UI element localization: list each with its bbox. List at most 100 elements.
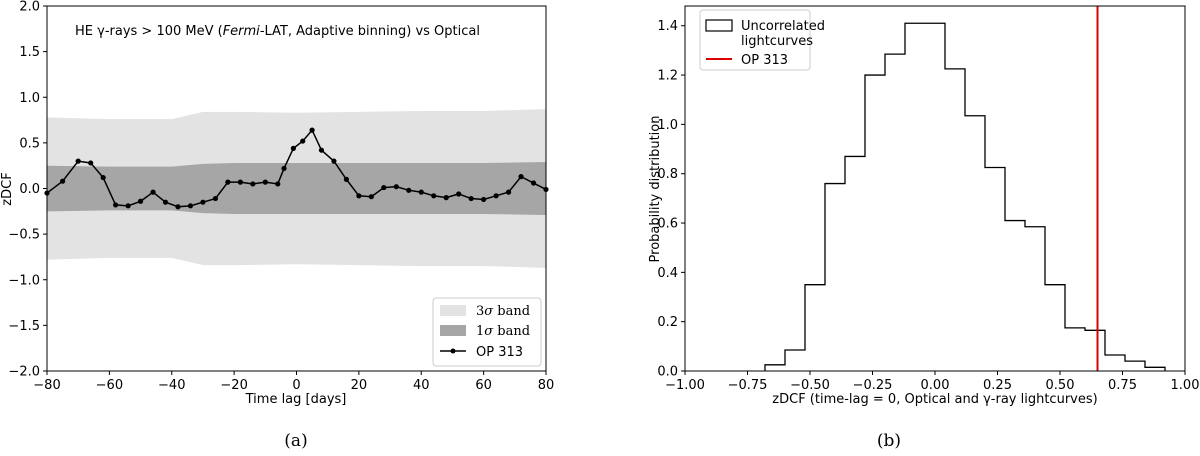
legend-label-3sigma: 3σ band — [476, 304, 530, 319]
panel-b: −1.00 −0.75 −0.50 −0.25 0.00 0.25 0.50 0.75 1.00… — [648, 5, 1199, 451]
x-tick-label: −80 — [33, 378, 60, 393]
legend-1sigma-text: band — [493, 324, 530, 339]
panel-a-xlabel: Time lag [days] — [245, 392, 347, 407]
data-point — [59, 178, 66, 184]
x-tick-label: −0.25 — [853, 378, 893, 393]
x-tick-label: 60 — [475, 378, 492, 393]
legend-label-1sigma: 1σ band — [476, 324, 530, 339]
x-tick-label: −1.00 — [665, 378, 705, 393]
y-tick-label: 0.5 — [19, 136, 40, 151]
x-tick-label: −0.75 — [728, 378, 768, 393]
data-point — [468, 195, 474, 202]
y-tick-label: −1.0 — [8, 273, 40, 288]
x-tick-label: 0.00 — [921, 378, 950, 393]
panel-b-legend: Uncorrelated lightcurves OP 313 — [699, 9, 825, 71]
x-tick-label: −20 — [220, 378, 247, 393]
data-point — [290, 145, 296, 151]
x-tick-label: −0.50 — [790, 378, 830, 393]
legend-3sigma-num: 3 — [476, 304, 484, 319]
panel-b-caption: (b) — [877, 431, 901, 451]
x-tick-label: 80 — [538, 378, 555, 393]
data-point — [200, 199, 206, 205]
panel-a-x-ticks: −80 −60 −40 −20 0 20 40 60 80 — [33, 371, 554, 393]
panel-a: −80 −60 −40 −20 0 20 40 60 80 −2.0 −1.5 −1.0 −0.5 0.… — [0, 0, 554, 451]
x-tick-label: −60 — [96, 378, 123, 393]
legend-label-uncorrelated-1: Uncorrelated — [741, 19, 825, 34]
legend-label-uncorrelated-2: lightcurves — [741, 34, 813, 49]
data-point — [262, 179, 268, 185]
panel-b-x-ticks: −1.00 −0.75 −0.50 −0.25 0.00 0.25 0.50 0.75 1.00 — [665, 371, 1199, 393]
y-tick-label: 1.4 — [657, 19, 678, 34]
panel-b-xlabel: zDCF (time-lag = 0, Optical and γ-ray li… — [772, 392, 1097, 407]
data-point — [381, 184, 387, 191]
data-point — [418, 189, 424, 195]
data-point — [493, 193, 499, 199]
data-point — [431, 193, 437, 199]
x-tick-label: 0 — [292, 378, 300, 393]
data-point — [368, 194, 374, 200]
legend-3sigma-sym: σ — [484, 304, 494, 319]
band-1sigma — [47, 162, 546, 215]
legend-swatch-3sigma — [440, 305, 466, 316]
series-op313 — [44, 127, 549, 210]
x-tick-label: −40 — [158, 378, 185, 393]
panel-b-ylabel: Probability distribution — [648, 116, 663, 263]
y-tick-label: 0.4 — [657, 266, 678, 281]
legend-swatch-uncorrelated — [705, 19, 733, 32]
data-point — [100, 174, 106, 181]
data-point — [343, 176, 349, 182]
y-tick-label: 1.2 — [657, 69, 678, 84]
y-tick-label: −2.0 — [8, 365, 40, 380]
data-point — [250, 181, 256, 187]
legend-3sigma-text: band — [493, 304, 530, 319]
data-point — [212, 195, 219, 202]
data-point — [309, 127, 315, 133]
y-tick-label: 2.0 — [19, 0, 40, 15]
data-point — [443, 195, 449, 201]
histogram-uncorrelated — [764, 22, 1166, 371]
legend-label-op313: OP 313 — [741, 53, 788, 68]
y-tick-label: 0.0 — [657, 365, 678, 380]
data-point — [318, 147, 325, 153]
data-point — [406, 187, 412, 193]
panel-a-y-ticks: −2.0 −1.5 −1.0 −0.5 0.0 0.5 1.0 1.5 2.0 — [8, 0, 47, 380]
data-point — [393, 184, 399, 190]
data-point — [88, 160, 94, 166]
x-tick-label: 0.25 — [983, 378, 1012, 393]
data-point — [162, 199, 169, 205]
data-point — [75, 158, 81, 164]
x-tick-label: 1.00 — [1171, 378, 1200, 393]
data-point — [300, 138, 306, 144]
title-part-1: HE γ-rays > 100 MeV ( — [75, 24, 223, 39]
data-point — [137, 198, 144, 204]
data-point — [113, 202, 119, 208]
legend-swatch-1sigma — [440, 325, 466, 336]
data-point — [505, 189, 512, 195]
x-tick-label: 20 — [351, 378, 368, 393]
data-point — [518, 174, 524, 180]
data-point — [481, 196, 487, 203]
title-part-2: Fermi — [223, 24, 260, 39]
data-point — [356, 193, 362, 199]
data-point — [530, 180, 537, 186]
title-part-3: -LAT, Adaptive binning) vs Optical — [260, 24, 480, 39]
y-tick-label: 1.0 — [19, 91, 40, 106]
y-tick-label: 0.0 — [19, 182, 40, 197]
panel-b-y-ticks: 0.0 0.2 0.4 0.6 0.8 1.0 1.2 1.4 — [657, 19, 685, 380]
panel-a-title: HE γ-rays > 100 MeV (Fermi-LAT, Adaptive… — [75, 24, 480, 39]
data-point — [125, 203, 131, 209]
data-point — [331, 158, 337, 164]
y-tick-label: −0.5 — [8, 228, 40, 243]
data-point — [225, 179, 231, 185]
legend-1sigma-num: 1 — [476, 324, 484, 339]
panel-a-ylabel: zDCF — [0, 172, 15, 205]
y-tick-label: −1.5 — [8, 319, 40, 334]
legend-1sigma-sym: σ — [484, 324, 494, 339]
y-tick-label: 0.8 — [657, 167, 678, 182]
panel-a-caption: (a) — [284, 431, 307, 451]
y-tick-label: 1.0 — [657, 118, 678, 133]
legend-label-op313: OP 313 — [476, 345, 523, 360]
y-tick-label: 0.2 — [657, 315, 678, 330]
x-tick-label: 0.75 — [1108, 378, 1137, 393]
